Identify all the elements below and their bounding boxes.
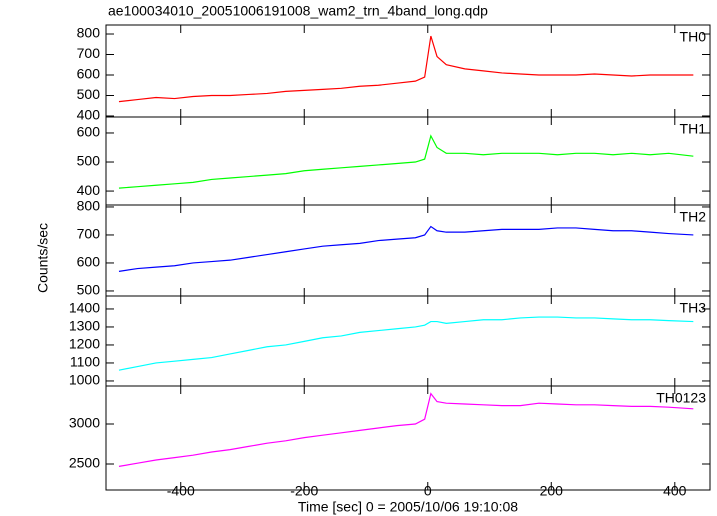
x-tick-label: 0 xyxy=(424,483,432,499)
panel-frame xyxy=(105,295,711,387)
y-tick-label: 700 xyxy=(77,226,101,242)
y-tick-label: 1300 xyxy=(69,318,100,334)
chart-title: ae100034010_20051006191008_wam2_trn_4ban… xyxy=(108,3,488,19)
y-tick-label: 500 xyxy=(77,86,101,102)
series-label: TH3 xyxy=(680,300,707,316)
y-tick-label: 2500 xyxy=(69,455,100,471)
x-axis-label: Time [sec] 0 = 2005/10/06 19:10:08 xyxy=(298,499,518,515)
y-tick-label: 1400 xyxy=(69,300,100,316)
data-line xyxy=(118,35,694,103)
y-tick-label: 1200 xyxy=(69,336,100,352)
y-tick-label: 400 xyxy=(77,182,101,198)
data-line xyxy=(118,316,694,371)
y-tick-label: 500 xyxy=(77,153,101,169)
y-tick-label: 3000 xyxy=(69,415,100,431)
y-tick-label: 600 xyxy=(77,66,101,82)
data-line xyxy=(118,392,694,467)
series-label: TH0123 xyxy=(656,390,706,406)
y-tick-label: 600 xyxy=(77,124,101,140)
x-tick-label: 400 xyxy=(663,483,687,499)
series-label: TH0 xyxy=(680,29,707,45)
panel-frame xyxy=(105,204,711,297)
y-axis-label: Counts/sec xyxy=(35,223,51,293)
data-line xyxy=(118,225,694,272)
y-tick-label: 500 xyxy=(77,282,101,298)
series-label: TH2 xyxy=(680,209,707,225)
x-tick-label: -400 xyxy=(167,483,195,499)
y-tick-label: 1000 xyxy=(69,372,100,388)
panel-frame xyxy=(105,116,711,206)
y-tick-label: 700 xyxy=(77,45,101,61)
x-tick-label: 200 xyxy=(540,483,564,499)
panel-frame xyxy=(105,24,711,118)
y-tick-label: 1100 xyxy=(70,354,100,370)
y-tick-label: 600 xyxy=(77,254,101,270)
series-label: TH1 xyxy=(680,121,707,137)
panel-frame xyxy=(105,385,711,491)
data-line xyxy=(118,134,694,189)
y-tick-label: 400 xyxy=(77,107,101,123)
y-tick-label: 800 xyxy=(77,198,101,214)
y-tick-label: 800 xyxy=(77,25,101,41)
x-tick-label: -200 xyxy=(290,483,318,499)
